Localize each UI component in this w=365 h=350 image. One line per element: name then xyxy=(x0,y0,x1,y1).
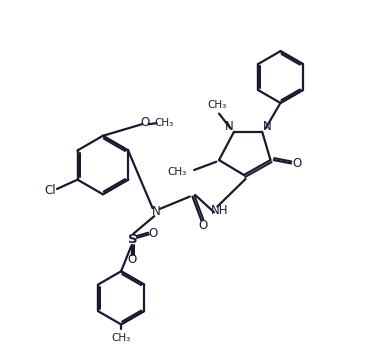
Text: CH₃: CH₃ xyxy=(208,100,227,110)
Text: O: O xyxy=(127,253,136,266)
Text: O: O xyxy=(292,157,301,170)
Text: CH₃: CH₃ xyxy=(168,167,187,177)
Text: S: S xyxy=(128,233,138,246)
Text: CH₃: CH₃ xyxy=(155,118,174,127)
Text: O: O xyxy=(141,116,150,129)
Text: O: O xyxy=(148,227,157,240)
Text: NH: NH xyxy=(211,204,229,217)
Text: Cl: Cl xyxy=(44,184,55,197)
Text: N: N xyxy=(151,205,160,218)
Text: CH₃: CH₃ xyxy=(111,333,131,343)
Text: N: N xyxy=(263,120,272,133)
Text: N: N xyxy=(224,120,233,133)
Text: O: O xyxy=(199,219,208,232)
